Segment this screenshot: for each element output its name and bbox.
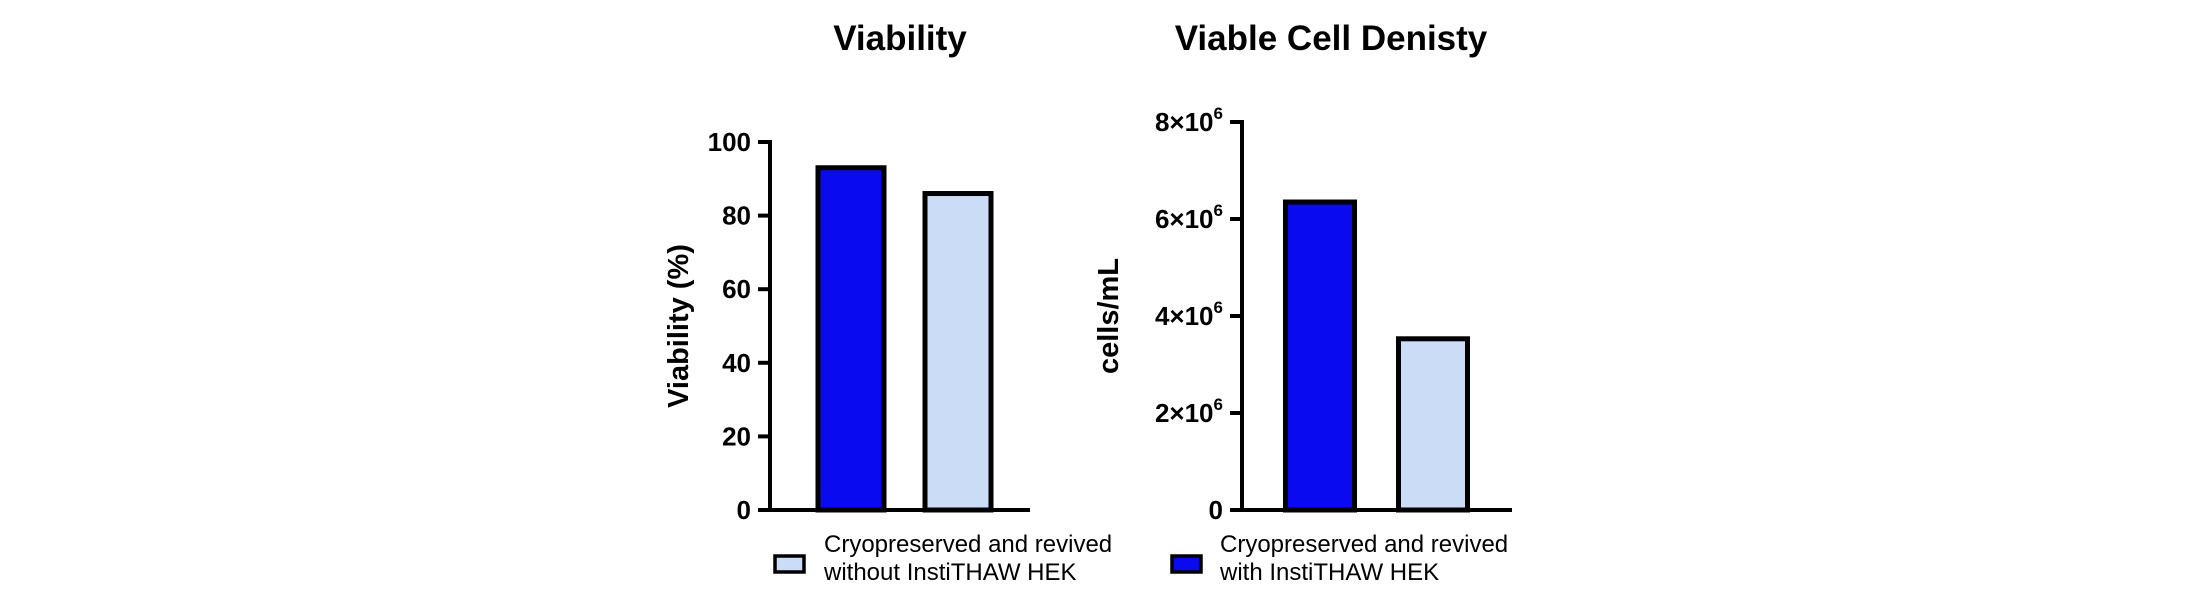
y-tick-label: 40 [722,348,751,378]
bar [922,191,994,513]
chart-title: Viability [833,19,967,58]
y-tick-label: 100 [708,127,751,157]
bar [815,165,887,513]
y-axis-label: Viability (%) [663,244,695,408]
tick-mantissa: 4×10 [1155,301,1214,331]
y-tick-label: 8×106 [1155,104,1223,137]
y-tick-label: 4×106 [1155,298,1223,331]
tick-mantissa: 0 [1209,495,1223,525]
y-tick-label: 20 [722,421,751,451]
viable-cell-density-chart: Viable Cell Denisty02×1064×1066×1068×106… [1093,19,1512,525]
tick-exponent: 6 [1214,104,1223,123]
tick-exponent: 6 [1214,395,1223,414]
chart-title: Viable Cell Denisty [1175,19,1488,58]
legend-swatch [1170,554,1203,574]
tick-mantissa: 2×10 [1155,398,1214,428]
tick-mantissa: 6×10 [1155,204,1214,234]
y-tick-label: 6×106 [1155,201,1223,234]
y-tick-label: 0 [1209,495,1223,525]
y-axis-label: cells/mL [1093,258,1125,374]
tick-mantissa: 8×10 [1155,107,1214,137]
legend-label-line: Cryopreserved and revived [824,531,1112,558]
tick-exponent: 6 [1214,298,1223,317]
y-tick-label: 80 [722,201,751,231]
y-tick-label: 60 [722,274,751,304]
tick-exponent: 6 [1214,201,1223,220]
legend-label-line: with InstiTHAW HEK [1219,559,1439,586]
bar [1396,336,1470,513]
legend-swatch [773,554,806,574]
y-tick-label: 2×106 [1155,395,1223,428]
legend-label-line: Cryopreserved and revived [1220,531,1508,558]
y-tick-label: 0 [737,495,751,525]
bar [1283,199,1357,513]
viability-chart: Viability 0 20 40 60 80 100 Viability (%) [663,19,1030,525]
legend-label-line: without InstiTHAW HEK [823,559,1077,586]
